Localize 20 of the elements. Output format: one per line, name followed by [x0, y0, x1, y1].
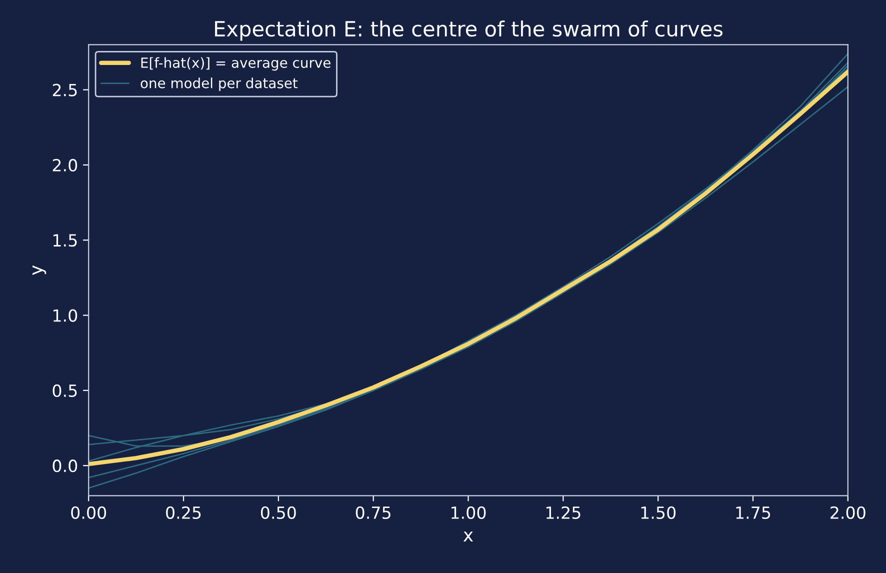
x-tick-label: 0.00: [71, 506, 106, 519]
y-tick-label: 0.5: [52, 384, 77, 397]
legend-label: E[f-hat(x)] = average curve: [141, 57, 330, 71]
x-axis-title: x: [463, 532, 473, 542]
x-tick-label: 0.50: [260, 506, 296, 519]
x-tick-label: 0.25: [166, 506, 201, 519]
y-tick-label: 2.5: [52, 84, 77, 96]
x-tick-label: 1.50: [641, 506, 676, 519]
y-tick-label: 1.0: [54, 309, 78, 322]
legend-label: one model per dataset: [140, 78, 298, 92]
y-tick-label: 2.0: [52, 158, 78, 172]
x-tick-label: 1.75: [736, 506, 770, 519]
y-axis-title: y: [32, 265, 46, 275]
x-tick-label: 1.25: [546, 506, 580, 519]
x-tick-label: 0.75: [356, 506, 390, 519]
x-tick-label: 2.00: [830, 506, 866, 519]
y-tick-label: 1.5: [54, 234, 77, 247]
chart-title: Expectation E: the centre of the swarm of curves: [215, 20, 722, 41]
y-tick-label: 0.0: [52, 460, 78, 472]
x-tick-label: 1.00: [452, 506, 486, 519]
